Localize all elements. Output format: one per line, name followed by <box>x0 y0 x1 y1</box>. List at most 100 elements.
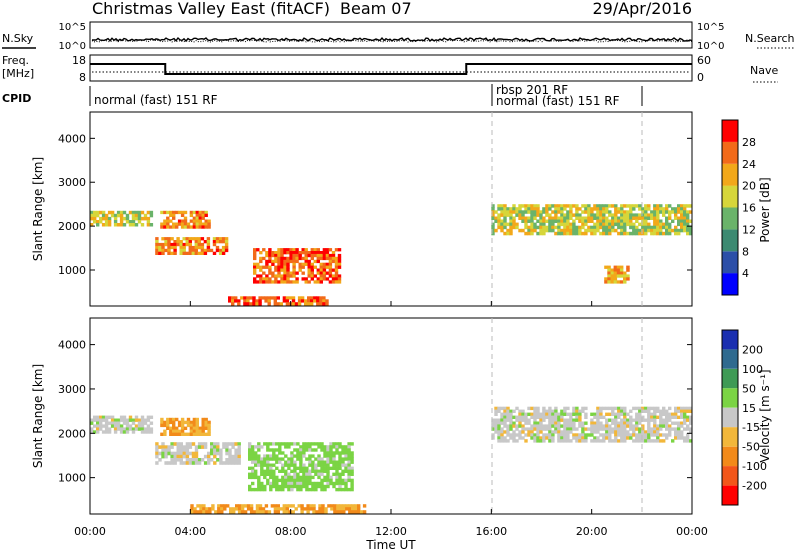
velocity-cell-3 <box>281 463 285 467</box>
power-cell-2 <box>200 245 205 250</box>
velocity-cbar-tick-15: 15 <box>742 402 756 415</box>
velocity-cell-4 <box>357 510 361 514</box>
power-cell-5 <box>542 210 546 214</box>
velocity-cell-5 <box>533 427 537 431</box>
velocity-cell-1 <box>169 432 173 436</box>
velocity-cell-3 <box>266 463 270 467</box>
velocity-cell-3 <box>296 454 300 458</box>
velocity-cell-4 <box>208 510 212 514</box>
power-cell-3 <box>304 248 308 252</box>
velocity-cell-3 <box>317 445 321 449</box>
power-cell-5 <box>560 216 564 220</box>
velocity-cell-3 <box>311 460 315 464</box>
power-cell-1 <box>172 225 176 229</box>
velocity-cell-4 <box>276 510 280 514</box>
velocity-cell-3 <box>263 469 267 473</box>
velocity-cell-2 <box>194 451 199 456</box>
velocity-colorbar-label: Velocity [m s⁻¹] <box>758 369 772 462</box>
time-axis-label: Time UT <box>365 538 416 552</box>
power-cell-4 <box>310 299 314 303</box>
velocity-cell-2 <box>228 442 232 446</box>
velocity-cell-0 <box>116 424 121 428</box>
velocity-cell-3 <box>302 445 306 449</box>
power-cell-5 <box>530 216 534 220</box>
velocity-cell-3 <box>320 472 324 476</box>
power-cell-3 <box>331 280 336 284</box>
velocity-cell-3 <box>350 457 354 461</box>
velocity-cell-5 <box>581 424 585 428</box>
velocity-cell-4 <box>199 510 203 514</box>
velocity-cell-3 <box>347 448 351 452</box>
cpid-segment-2: rbsp 201 RF <box>496 83 568 97</box>
velocity-cell-1 <box>207 420 211 425</box>
power-cell-5 <box>593 204 597 208</box>
power-cell-5 <box>560 210 564 214</box>
power-cell-0 <box>93 213 97 218</box>
colorbar-frame <box>721 119 739 296</box>
velocity-cell-3 <box>278 445 282 449</box>
power-cell-5 <box>617 225 621 230</box>
time-tick-2000: 20:00 <box>576 525 608 538</box>
power-cell-4 <box>291 302 296 306</box>
power-cell-2 <box>218 251 223 255</box>
velocity-cell-4 <box>312 504 316 508</box>
power-cell-3 <box>328 253 333 258</box>
velocity-cell-5 <box>548 433 552 437</box>
velocity-cell-4 <box>220 507 224 511</box>
power-cell-4 <box>310 296 314 300</box>
power-cell-5 <box>554 207 558 211</box>
velocity-cell-3 <box>308 445 312 449</box>
velocity-cell-1 <box>186 420 191 425</box>
velocity-cell-5 <box>545 415 549 419</box>
power-cell-5 <box>557 222 561 227</box>
velocity-cell-5 <box>599 424 603 428</box>
velocity-cell-5 <box>557 439 561 443</box>
power-cell-3 <box>256 274 260 278</box>
velocity-cell-5 <box>674 406 678 411</box>
velocity-cell-5 <box>572 418 576 422</box>
power-cell-4 <box>273 302 277 306</box>
velocity-cbar-tick-minus100: -100 <box>742 460 767 473</box>
power-cell-5 <box>611 204 615 208</box>
power-cell-3 <box>325 262 330 266</box>
velocity-cell-5 <box>635 406 639 411</box>
velocity-cell-5 <box>560 424 564 428</box>
power-cell-5 <box>620 222 624 227</box>
velocity-cell-3 <box>260 457 264 461</box>
velocity-cell-2 <box>219 454 223 459</box>
velocity-cell-1 <box>192 432 197 436</box>
velocity-cell-5 <box>626 436 630 440</box>
power-cell-5 <box>623 231 627 236</box>
power-cell-5 <box>668 213 672 217</box>
velocity-cell-5 <box>503 409 507 413</box>
power-cell-5 <box>503 225 507 230</box>
velocity-cell-3 <box>263 475 267 480</box>
power-cell-5 <box>524 222 528 227</box>
power-cell-5 <box>605 207 609 211</box>
velocity-cell-3 <box>248 448 252 452</box>
power-cell-3 <box>313 248 317 252</box>
velocity-cell-4 <box>351 507 355 511</box>
power-cell-2 <box>215 245 220 250</box>
power-cell-5 <box>653 219 657 223</box>
power-cell-4 <box>316 302 320 306</box>
power-cell-5 <box>509 222 513 227</box>
power-cell-3 <box>313 274 317 278</box>
velocity-cell-5 <box>617 439 621 443</box>
velocity-cell-5 <box>677 421 681 425</box>
power-cell-6 <box>610 271 614 275</box>
velocity-cell-5 <box>626 412 630 416</box>
power-cell-3 <box>304 251 308 255</box>
velocity-cell-2 <box>185 458 190 462</box>
velocity-cell-5 <box>536 406 540 411</box>
velocity-cell-5 <box>614 418 618 422</box>
velocity-cell-2 <box>185 454 190 459</box>
power-cell-5 <box>602 204 606 208</box>
power-cell-3 <box>310 256 314 261</box>
velocity-cell-3 <box>278 478 282 483</box>
velocity-cell-1 <box>186 432 191 436</box>
velocity-cell-5 <box>683 427 687 431</box>
velocity-cell-4 <box>336 507 340 511</box>
power-cell-1 <box>207 219 211 223</box>
noise-search-trace <box>91 39 693 43</box>
